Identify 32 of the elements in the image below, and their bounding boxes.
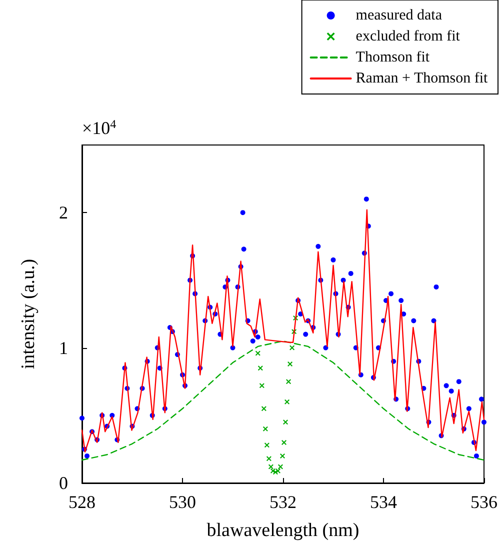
- y-axis-title: intensity (a.u.): [18, 258, 39, 370]
- legend-label: excluded from fit: [356, 28, 461, 44]
- point: [280, 453, 285, 458]
- point: [290, 345, 295, 350]
- x-axis-title: blawavelength (nm): [206, 520, 360, 541]
- y-tick-label: 1: [59, 338, 68, 358]
- x-tick-label: 536: [470, 492, 498, 512]
- legend-label: Raman + Thomson fit: [356, 70, 489, 86]
- point: [275, 468, 280, 474]
- legend-label: measured data: [356, 8, 442, 24]
- point: [282, 440, 287, 445]
- point: [262, 426, 268, 432]
- point: [255, 350, 260, 356]
- point: [278, 464, 283, 470]
- point: [266, 456, 272, 462]
- line-series: [81, 340, 485, 461]
- point: [284, 399, 290, 404]
- point: [286, 379, 292, 384]
- y-tick-label: 2: [59, 202, 68, 223]
- point: [288, 362, 293, 367]
- point: [283, 420, 288, 425]
- y-tick-label: 0: [59, 473, 68, 493]
- x-tick-label: 530: [169, 492, 196, 512]
- point: [258, 366, 263, 371]
- point: [264, 442, 270, 448]
- point: [268, 464, 274, 470]
- legend-label: Thomson fit: [356, 50, 430, 66]
- x-tick-label: 534: [370, 492, 397, 512]
- x-tick-label: 532: [270, 492, 296, 512]
- point: [261, 406, 266, 412]
- point: [259, 383, 264, 388]
- x-tick-label: 528: [68, 492, 96, 512]
